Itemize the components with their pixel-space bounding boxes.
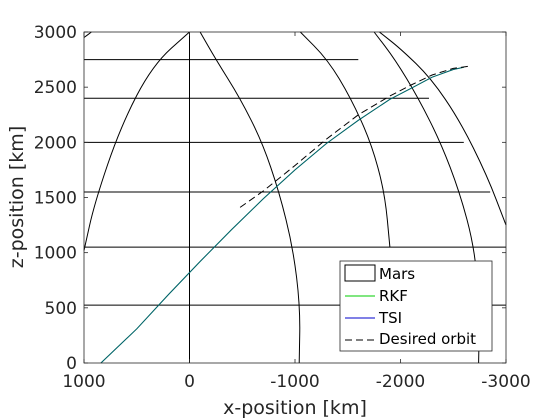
mars-meridian-line [299, 31, 391, 248]
y-tick-label: 1000 [34, 244, 77, 264]
y-tick-label: 2000 [34, 133, 77, 153]
y-tick-label: 3000 [34, 23, 77, 43]
legend-mars-label: Mars [379, 265, 415, 283]
y-tick-label: 2500 [34, 78, 77, 98]
legend-tsi-label: TSI [378, 309, 402, 327]
legend: Mars RKF TSI Desired orbit [339, 260, 493, 352]
y-tick-label: 500 [45, 299, 77, 319]
desired-orbit-line [239, 65, 470, 208]
legend-mars-swatch [344, 264, 376, 282]
mars-meridian-line [379, 31, 507, 226]
x-tick-label: 0 [184, 372, 195, 392]
x-tick-label: -3000 [481, 372, 530, 392]
ticks-layer: 1000 0 -1000 -2000 -300005001000150020002500… [34, 23, 531, 392]
y-axis-label: z-position [km] [6, 126, 28, 268]
legend-desired-label: Desired orbit [379, 330, 476, 348]
x-axis-label: x-position [km] [223, 397, 367, 419]
mars-meridian-line [83, 31, 190, 251]
tsi-series-line [100, 66, 464, 364]
series-layer [100, 65, 470, 364]
y-tick-label: 0 [66, 354, 77, 374]
x-tick-label: -1000 [270, 372, 319, 392]
x-tick-label: 1000 [62, 372, 105, 392]
mars-meridian-line [199, 31, 301, 364]
y-tick-label: 1500 [34, 189, 77, 209]
x-tick-label: -2000 [376, 372, 425, 392]
legend-rkf-label: RKF [379, 287, 408, 305]
